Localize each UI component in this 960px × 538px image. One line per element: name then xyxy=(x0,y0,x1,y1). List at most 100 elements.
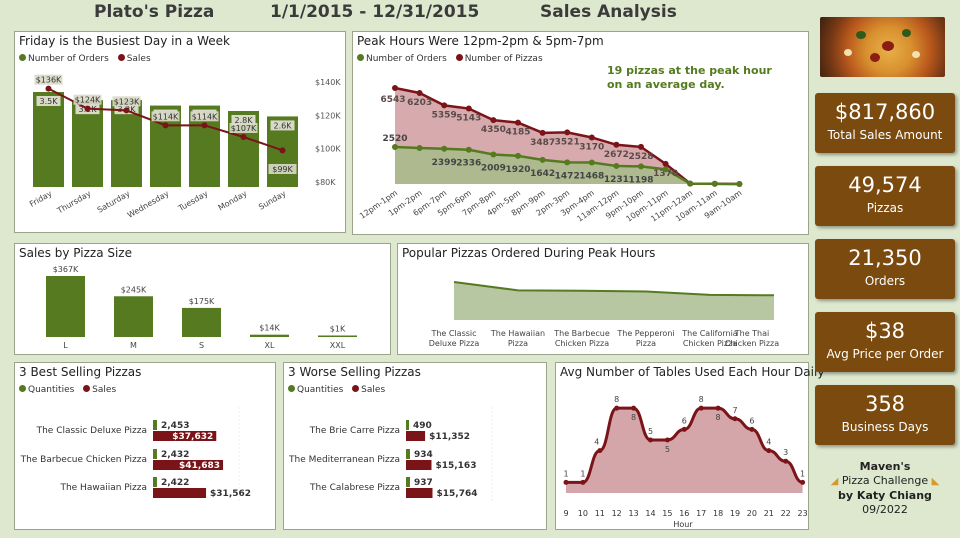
worst-selling-svg: The Brie Carre Pizza 490$11,352 The Medite… xyxy=(288,407,493,503)
tables-data-label: 6 xyxy=(749,416,754,425)
x-tick-label: The Pepperoni Pizza xyxy=(616,329,674,348)
legend-dot-icon xyxy=(352,385,360,392)
kpi-pizzas: 49,574 Pizzas xyxy=(815,166,955,226)
x-tick-label: 14 xyxy=(645,509,655,518)
tables-point xyxy=(698,405,704,411)
sales-label-bg xyxy=(73,94,102,105)
sales-point xyxy=(162,122,169,129)
sales-data-label: $114K xyxy=(153,112,179,121)
chart-title: Sales by Pizza Size xyxy=(19,246,132,260)
pizzas-data-label: 5359 xyxy=(432,110,457,120)
tables-data-label: 1 xyxy=(580,469,585,478)
chart-title: Peak Hours Were 12pm-2pm & 5pm-7pm xyxy=(357,34,604,48)
sales-label-bg xyxy=(190,111,219,122)
tables-data-label: 7 xyxy=(732,406,737,415)
best-selling-panel: 3 Best Selling Pizzas Quantities Sales T… xyxy=(14,362,276,530)
orders-point xyxy=(392,144,398,151)
x-tick-label: 11 xyxy=(595,509,605,518)
credit-line-1: Maven's xyxy=(859,460,911,473)
kpi-orders: 21,350 Orders xyxy=(815,239,955,299)
x-tick-label: The California Chicken Pizza xyxy=(681,329,738,348)
orders-data-label: 1920 xyxy=(505,165,530,175)
x-tick-label: Tuesday xyxy=(176,189,210,214)
pizzas-point xyxy=(441,102,448,109)
sales-point xyxy=(84,105,91,112)
x-tick-label: 22 xyxy=(781,509,791,518)
x-tick-label: 9 xyxy=(563,509,568,518)
x-tick-label: XL xyxy=(265,341,275,350)
quantity-bar xyxy=(406,420,409,430)
legend-sales: Sales xyxy=(361,385,386,395)
tables-data-label: 3 xyxy=(783,448,788,457)
x-tick-label: Friday xyxy=(28,189,54,209)
orders-point xyxy=(539,156,546,163)
orders-point xyxy=(662,166,669,173)
quantity-bar xyxy=(406,449,410,459)
tables-data-label: 1 xyxy=(800,469,805,478)
report-title: Sales Analysis xyxy=(540,2,677,22)
pizzas-point xyxy=(539,129,546,136)
pizzas-point xyxy=(465,105,472,112)
pizzas-data-label: 6543 xyxy=(380,95,405,105)
x-tick-label: 18 xyxy=(713,509,723,518)
sales-data-label: $41,683 xyxy=(179,461,220,471)
sales-bar xyxy=(406,488,433,498)
orders-label-bg xyxy=(270,120,295,131)
pizzas-data-label: 4350 xyxy=(481,125,506,135)
topping-icon xyxy=(882,41,894,51)
pizzas-point xyxy=(490,117,497,124)
quantity-data-label: 490 xyxy=(413,421,432,431)
sales-point xyxy=(45,85,52,92)
sales-label-bg xyxy=(229,123,258,133)
orders-point xyxy=(564,159,571,166)
tables-data-label: 5 xyxy=(665,445,670,454)
pizzas-data-label: 1370 xyxy=(653,169,678,179)
x-tick-label: 21 xyxy=(764,509,774,518)
legend-dot-icon xyxy=(288,385,295,392)
x-tick-label: 13 xyxy=(629,509,639,518)
y2-tick-label: $120K xyxy=(315,111,341,120)
orders-data-label: 2009 xyxy=(481,164,506,174)
size-bar xyxy=(318,335,357,337)
orders-data-label: 2336 xyxy=(456,159,481,169)
sales-data-label: $114K xyxy=(192,112,218,121)
pizzas-point xyxy=(416,89,423,96)
size-bar xyxy=(250,334,289,337)
x-tick-label: 20 xyxy=(747,509,757,518)
sales-bar xyxy=(153,431,217,441)
popular-pizzas-panel: Popular Pizzas Ordered During Peak Hours… xyxy=(397,243,809,355)
pizzas-point xyxy=(588,134,595,141)
x-tick-label: Thursday xyxy=(55,189,93,216)
legend: Number of Orders Number of Pizzas xyxy=(357,54,549,64)
orders-point xyxy=(515,152,521,159)
tables-point xyxy=(749,426,755,432)
tables-data-label: 8 xyxy=(631,413,636,422)
pizzas-data-label: 6203 xyxy=(407,98,432,108)
sales-bar xyxy=(406,431,426,441)
tables-point xyxy=(732,416,738,422)
credit-line-2: Pizza Challenge xyxy=(841,474,929,487)
sales-label-bg xyxy=(112,96,141,107)
legend-quantities: Quantities xyxy=(28,385,75,395)
quantity-data-label: 2,422 xyxy=(161,478,189,488)
orders-data-label: 2.6K xyxy=(274,121,293,130)
tables-point xyxy=(664,437,670,443)
orders-data-label: 1468 xyxy=(579,171,604,181)
kpi-label: Avg Price per Order xyxy=(826,347,944,361)
pizzas-data-label: 3521 xyxy=(555,137,580,147)
sales-data-label: $99K xyxy=(272,165,293,174)
size-data-label: $14K xyxy=(259,324,280,333)
legend: Quantities Sales xyxy=(19,385,122,395)
tables-data-label: 4 xyxy=(594,438,599,447)
tables-point xyxy=(783,458,789,464)
topping-icon xyxy=(902,29,911,37)
pizzas-point xyxy=(638,143,644,150)
size-chart-svg: $367K L $245K M $175K S $14K XL $1K XXL xyxy=(46,265,357,350)
tables-point xyxy=(715,405,721,411)
size-bar xyxy=(46,276,85,337)
pizzas-point xyxy=(613,141,620,148)
tables-data-label: 5 xyxy=(648,427,653,436)
x-tick-label: 23 xyxy=(798,509,808,518)
sales-data-label: $15,163 xyxy=(435,461,476,471)
kpi-avg-price: $38 Avg Price per Order xyxy=(815,312,955,372)
